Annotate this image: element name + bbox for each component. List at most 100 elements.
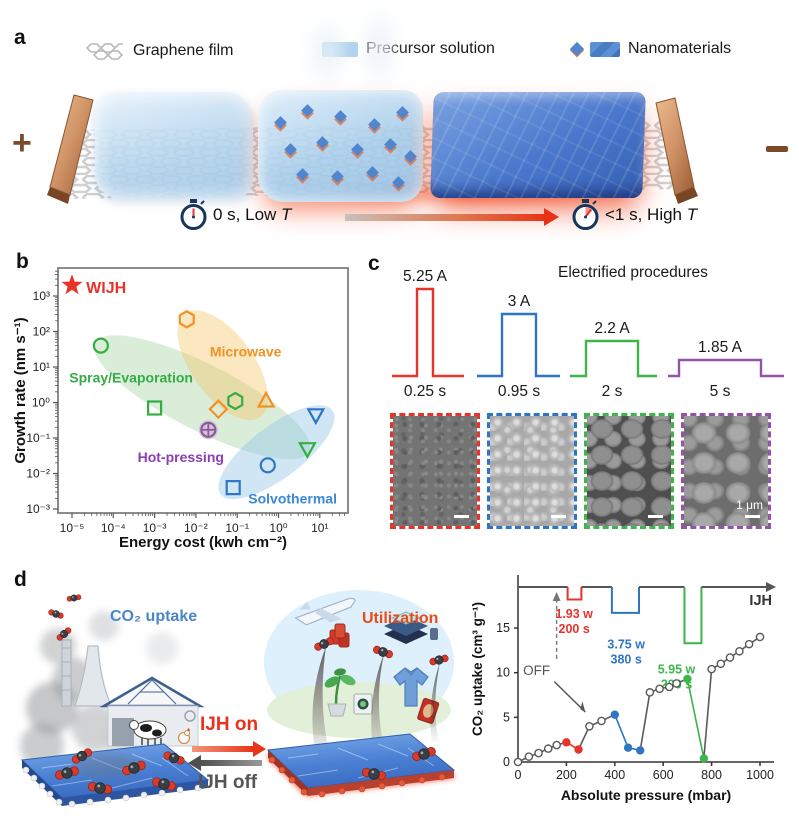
svg-text:10⁻³: 10⁻³ — [143, 521, 167, 535]
scale-label: 1 μm — [736, 498, 763, 512]
data-point-blue — [623, 743, 633, 752]
plot-frame — [57, 267, 349, 514]
co2-molecule — [55, 766, 79, 780]
data-point-open — [664, 682, 674, 692]
panel-c-label: c — [368, 252, 380, 275]
plant-icon — [324, 668, 356, 717]
nanocrystal-seed — [316, 136, 329, 149]
svg-text:800: 800 — [701, 768, 722, 782]
co2-molecule — [429, 654, 449, 666]
data-point-open — [597, 716, 606, 726]
electrified-procedures-title: Electrified procedures — [558, 264, 708, 281]
nanocrystal-seed — [351, 143, 364, 156]
y-axis-label: CO₂ uptake (cm³ g⁻¹) — [470, 602, 485, 736]
nanomaterial-film-block — [430, 92, 646, 198]
category-label: WIJH — [86, 280, 126, 297]
data-point-open — [585, 721, 594, 731]
nanocrystal-seed — [404, 150, 417, 163]
time-gradient-arrow — [345, 208, 559, 226]
axes — [514, 575, 774, 766]
nanocrystal-icon — [569, 41, 585, 57]
nanofilm-icon — [590, 41, 620, 57]
svg-text:0: 0 — [503, 755, 510, 769]
scatter-regions — [94, 310, 335, 500]
co2-molecule — [56, 627, 72, 641]
fertilizer-bag-icon — [353, 693, 373, 715]
data-point-open — [645, 688, 655, 697]
data-point-hexagon — [227, 391, 244, 411]
data-point-circle — [92, 337, 109, 354]
ijh-label: IJH — [749, 593, 772, 609]
data-point-diamond — [208, 399, 229, 420]
svg-text:10⁻³: 10⁻³ — [26, 502, 50, 516]
data-point-open — [524, 752, 534, 761]
legend-graphene-label: Graphene film — [133, 42, 234, 59]
svg-text:0: 0 — [515, 768, 522, 782]
stopwatch-end-icon — [572, 199, 599, 230]
svg-text:10⁻²: 10⁻² — [26, 467, 50, 481]
ijh-on-arrow — [192, 741, 266, 757]
sem-texture-1 — [393, 416, 477, 526]
nanocrystal-seed — [274, 116, 287, 129]
pulse-duration-label: 2 s — [602, 383, 623, 400]
svg-text:10⁰: 10⁰ — [269, 521, 287, 535]
co2-molecule — [373, 645, 393, 659]
ijh-pulse — [610, 586, 640, 614]
nanocrystal-seed — [284, 143, 297, 156]
data-point-green — [699, 754, 709, 763]
data-point-hexagon — [178, 310, 195, 329]
stopwatch-start-icon — [180, 199, 207, 230]
nanocrystal-seed — [301, 104, 314, 117]
category-label: Spray/Evaporation — [69, 370, 193, 386]
co2-molecule — [48, 609, 64, 619]
desorption-trails — [312, 646, 440, 764]
left-electrode — [47, 94, 94, 204]
category-label: Hot-pressing — [138, 449, 224, 465]
data-point-square — [225, 480, 241, 496]
cow — [129, 720, 167, 746]
steam-plume — [300, 12, 355, 92]
data-point-open — [707, 664, 716, 674]
co2-molecule — [361, 767, 387, 781]
nanocrystal-seed — [296, 168, 309, 181]
data-point-blue — [636, 746, 645, 755]
nanomaterial-sheet-heated — [266, 733, 456, 798]
uptake-points — [513, 632, 765, 767]
data-point-open — [716, 659, 726, 669]
svg-text:10¹: 10¹ — [311, 521, 328, 535]
scale-bar — [551, 515, 566, 518]
co2-molecule — [163, 751, 185, 765]
pulse-time-label: 200 s — [559, 622, 590, 636]
current-pulse — [668, 358, 784, 378]
pulse-amplitude-label: 2.2 A — [594, 320, 630, 337]
sem-image-4: 1 μm — [681, 413, 771, 529]
current-pulse — [392, 287, 464, 378]
shirt-icon — [393, 667, 429, 707]
data-point-triangle-down — [306, 408, 326, 426]
nanocrystal-seed — [384, 138, 397, 151]
positive-electrode-sign: + — [12, 124, 32, 162]
ijh-off-label: IJH off — [198, 772, 258, 793]
y-axis-label: Growth rate (nm s⁻¹) — [12, 317, 29, 463]
data-point-open — [755, 632, 765, 642]
precursor-block — [95, 92, 253, 198]
data-point-open — [534, 748, 543, 758]
graphene-film-icon — [85, 43, 124, 60]
spray-region — [94, 335, 311, 460]
ijh-on-label: IJH on — [200, 714, 259, 735]
svg-text:10⁻¹: 10⁻¹ — [225, 521, 249, 535]
x-axis-label: Energy cost (kwh cm⁻²) — [119, 534, 287, 551]
solvo-region — [218, 405, 335, 500]
panel-a-label: a — [14, 26, 26, 49]
svg-text:10⁻⁴: 10⁻⁴ — [101, 521, 126, 535]
co2-uptake-label: CO₂ uptake — [110, 608, 198, 625]
category-label: Solvothermal — [248, 490, 337, 506]
pulse-time-label: 380 s — [611, 653, 642, 667]
data-point-open — [672, 679, 681, 688]
timer-start-label: 0 s, Low T — [213, 205, 292, 224]
utilization-label: Utilization — [362, 610, 439, 627]
pulse-power-label: 1.93 w — [555, 607, 593, 621]
co2-molecule — [314, 637, 334, 651]
co2-molecule — [66, 594, 82, 602]
